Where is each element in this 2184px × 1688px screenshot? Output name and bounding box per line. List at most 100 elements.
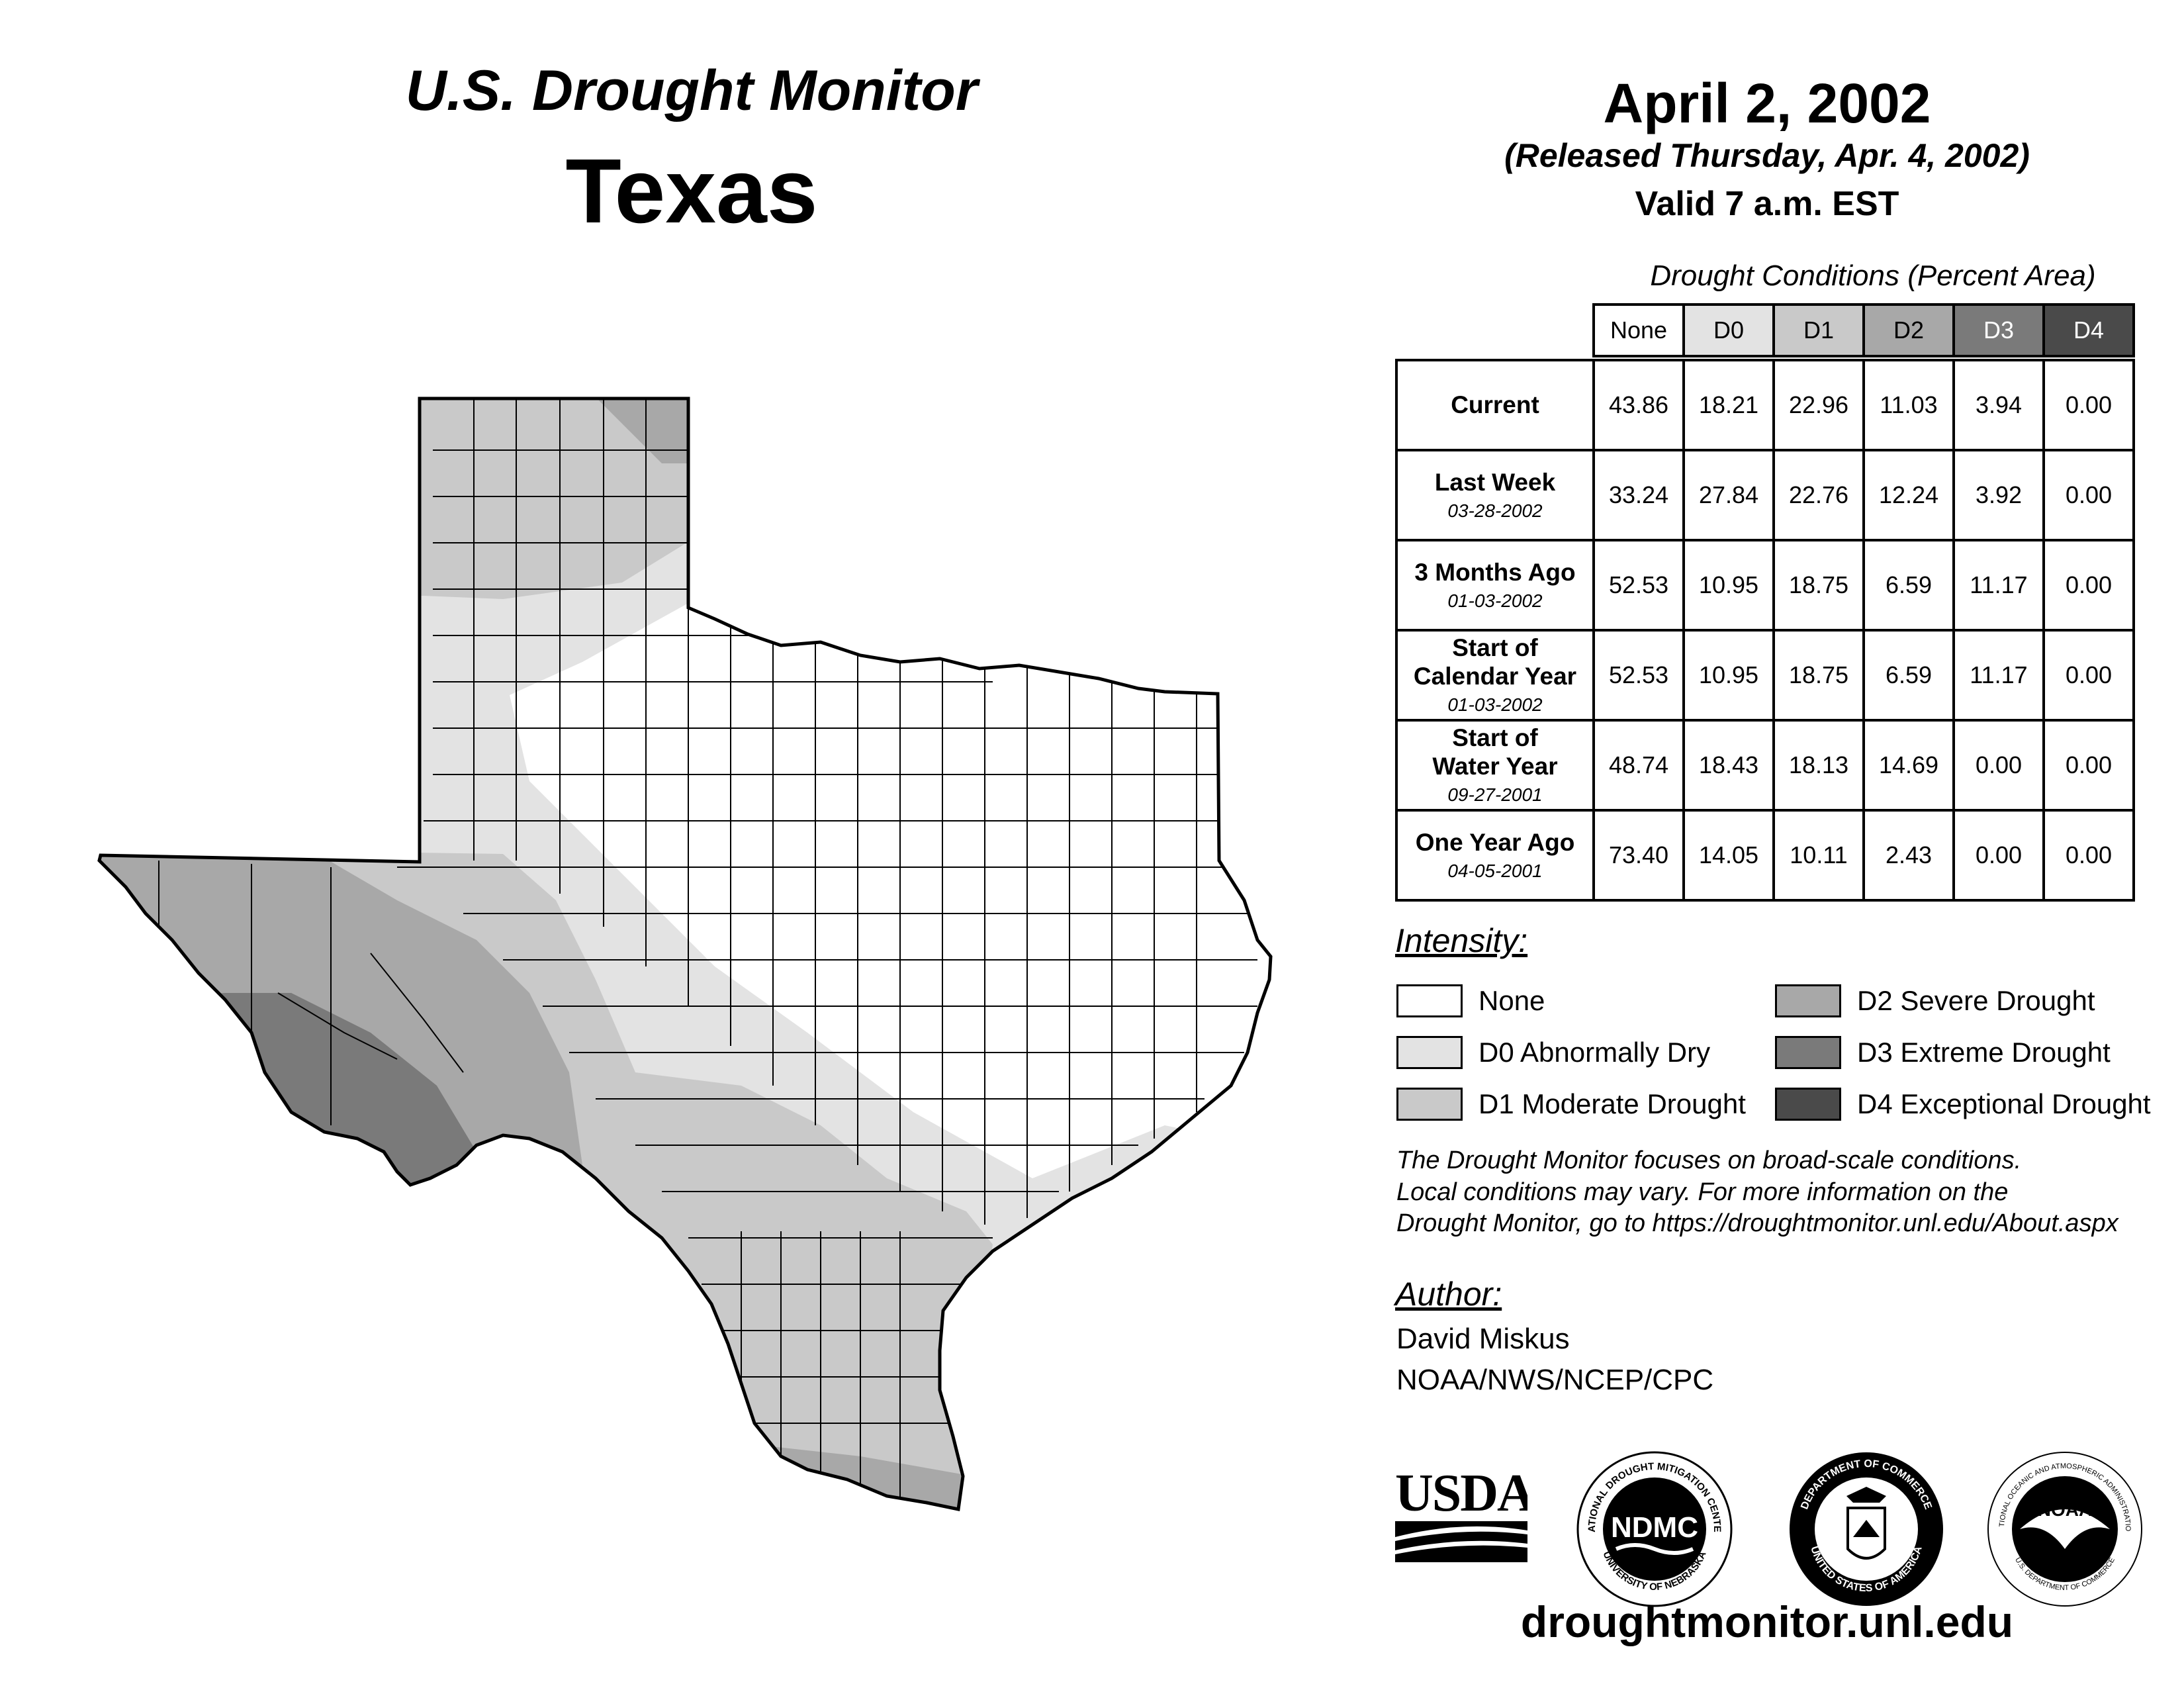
valid-time: Valid 7 a.m. EST [1635, 185, 1899, 223]
legend-swatch [1396, 1088, 1463, 1121]
table-row: Current 43.86 18.21 22.96 11.03 3.94 0.00 [1395, 359, 2135, 451]
table-cell: 43.86 [1592, 359, 1685, 451]
release-date: (Released Thursday, Apr. 4, 2002) [1504, 137, 2030, 174]
row-label: 3 Months Ago 01-03-2002 [1395, 539, 1595, 632]
table-cell: 0.00 [2042, 809, 2135, 902]
legend-label: D1 Moderate Drought [1479, 1088, 1746, 1119]
footer-url[interactable]: droughtmonitor.unl.edu [1520, 1597, 2014, 1646]
drought-shading [99, 399, 1271, 1509]
legend-item-d0: D0 Abnormally Dry [1396, 1034, 1710, 1071]
row-label: Last Week 03-28-2002 [1395, 449, 1595, 541]
row-label-line: One Year Ago [1415, 828, 1575, 856]
row-label-line: Calendar Year [1413, 662, 1577, 690]
table-cell: 0.00 [1952, 719, 2045, 812]
col-header-d4: D4 [2042, 303, 2135, 357]
row-label-line: Last Week [1434, 468, 1556, 496]
author-title: Author: [1395, 1276, 1502, 1313]
table-row: Start of Calendar Year 01-03-2002 52.53 10.9… [1395, 629, 2135, 722]
legend-item-none: None [1396, 982, 1545, 1019]
table-caption: Drought Conditions (Percent Area) [1650, 259, 2096, 292]
disclaimer-note: The Drought Monitor focuses on broad-sca… [1396, 1145, 2177, 1240]
table-cell: 52.53 [1592, 539, 1685, 632]
row-label-line: Start of [1452, 634, 1538, 662]
table-cell: 10.95 [1682, 629, 1775, 722]
table-cell: 11.17 [1952, 629, 2045, 722]
row-date: 09-27-2001 [1447, 784, 1543, 806]
table-cell: 14.05 [1682, 809, 1775, 902]
table-cell: 33.24 [1592, 449, 1685, 541]
row-label-line: Water Year [1432, 752, 1558, 780]
county-lines [158, 399, 1257, 1503]
legend-label: D4 Exceptional Drought [1857, 1088, 2151, 1119]
row-label: Start of Calendar Year 01-03-2002 [1395, 629, 1595, 722]
texas-outline [97, 397, 1273, 1511]
table-cell: 52.53 [1592, 629, 1685, 722]
table-cell: 27.84 [1682, 449, 1775, 541]
legend-item-d1: D1 Moderate Drought [1396, 1086, 1746, 1123]
table-cell: 73.40 [1592, 809, 1685, 902]
row-date: 04-05-2001 [1447, 861, 1543, 882]
legend-swatch [1775, 1088, 1841, 1121]
table-cell: 0.00 [2042, 629, 2135, 722]
table-row: 3 Months Ago 01-03-2002 52.53 10.95 18.75 6.5… [1395, 539, 2135, 632]
texas-drought-map [97, 397, 1273, 1511]
row-date: 01-03-2002 [1447, 590, 1543, 612]
table-cell: 22.96 [1772, 359, 1865, 451]
table-cell: 0.00 [2042, 449, 2135, 541]
usda-logo: USDA [1395, 1464, 1527, 1562]
map-title: U.S. Drought Monitor [405, 59, 978, 122]
table-cell: 22.76 [1772, 449, 1865, 541]
table-cell: 18.13 [1772, 719, 1865, 812]
drought-conditions-table: None D0 D1 D2 D3 D4 Current 43.86 18.21 22.… [1395, 303, 2135, 902]
map-date: April 2, 2002 [1603, 72, 1931, 134]
author-org: NOAA/NWS/NCEP/CPC [1396, 1364, 1714, 1396]
table-cell: 11.03 [1862, 359, 1955, 451]
noaa-logo-text: NOAA [2038, 1499, 2092, 1520]
table-cell: 18.43 [1682, 719, 1775, 812]
table-cell: 2.43 [1862, 809, 1955, 902]
table-cell: 3.94 [1952, 359, 2045, 451]
note-line-1: The Drought Monitor focuses on broad-sca… [1396, 1147, 2022, 1174]
row-label: One Year Ago 04-05-2001 [1395, 809, 1595, 902]
table-cell: 11.17 [1952, 539, 2045, 632]
col-header-d2: D2 [1862, 303, 1955, 357]
legend-swatch [1396, 1036, 1463, 1069]
col-header-d1: D1 [1772, 303, 1865, 357]
table-row: Last Week 03-28-2002 33.24 27.84 22.76 12.24 3… [1395, 449, 2135, 541]
table-cell: 12.24 [1862, 449, 1955, 541]
table-cell: 10.11 [1772, 809, 1865, 902]
d2-panhandle-corner [596, 399, 708, 463]
table-cell: 18.75 [1772, 629, 1865, 722]
row-label-line: Current [1451, 391, 1539, 418]
col-header-d0: D0 [1682, 303, 1775, 357]
legend-item-d2: D2 Severe Drought [1775, 982, 2095, 1019]
table-cell: 6.59 [1862, 629, 1955, 722]
row-label: Current [1395, 359, 1595, 451]
table-cell: 48.74 [1592, 719, 1685, 812]
table-corner [1396, 305, 1594, 356]
commerce-seal: DEPARTMENT OF COMMERCE UNITED STATES OF … [1790, 1452, 1943, 1606]
table-cell: 14.69 [1862, 719, 1955, 812]
row-date: 01-03-2002 [1447, 694, 1543, 716]
legend-swatch [1775, 1036, 1841, 1069]
row-label-line: Start of [1452, 724, 1538, 752]
legend-label: D3 Extreme Drought [1857, 1037, 2111, 1068]
table-cell: 10.95 [1682, 539, 1775, 632]
row-label-line: 3 Months Ago [1414, 558, 1576, 586]
state-name: Texas [565, 140, 818, 242]
ndmc-logo-text: NDMC [1611, 1511, 1698, 1544]
legend-label: D2 Severe Drought [1857, 985, 2095, 1016]
table-cell: 0.00 [2042, 359, 2135, 451]
legend-swatch [1396, 984, 1463, 1017]
legend-item-d4: D4 Exceptional Drought [1775, 1086, 2151, 1123]
table-cell: 0.00 [2042, 539, 2135, 632]
legend-label: None [1479, 985, 1545, 1016]
legend-title: Intensity: [1395, 922, 1528, 959]
table-cell: 6.59 [1862, 539, 1955, 632]
table-cell: 0.00 [2042, 719, 2135, 812]
table-cell: 18.75 [1772, 539, 1865, 632]
legend-item-d3: D3 Extreme Drought [1775, 1034, 2111, 1071]
note-line-3: Drought Monitor, go to https://droughtmo… [1396, 1209, 2118, 1237]
col-header-d3: D3 [1952, 303, 2045, 357]
table-row: One Year Ago 04-05-2001 73.40 14.05 10.11 2.4… [1395, 809, 2135, 902]
